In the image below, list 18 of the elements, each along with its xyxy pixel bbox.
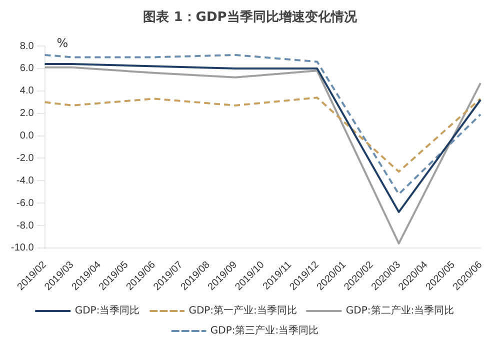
y-tick-label: -6.0: [16, 198, 34, 209]
y-tick-label: -2.0: [16, 152, 34, 164]
line-series: [44, 54, 482, 196]
y-tick-label: 8.0: [20, 40, 34, 52]
line-series: [44, 96, 482, 173]
y-axis-title: %: [56, 36, 68, 50]
legend-label: GDP:第一产业:当季同比: [188, 304, 297, 317]
y-tick-label: -4.0: [16, 175, 34, 186]
y-tick-label: 6.0: [20, 63, 34, 74]
legend-label: GDP:当季同比: [74, 304, 140, 317]
legend-label: GDP:第二产业:当季同比: [346, 304, 454, 317]
legend-label: GDP:第三产业:当季同比: [210, 324, 319, 337]
chart-title: 图表 1：GDP当季同比增速变化情况: [142, 8, 358, 27]
y-tick-label: 4.0: [20, 86, 34, 97]
y-tick-label: -10.0: [10, 242, 34, 254]
y-tick-label: 0.0: [20, 130, 34, 142]
y-tick-label: 2.0: [20, 108, 34, 120]
y-tick-label: -8.0: [16, 220, 34, 232]
